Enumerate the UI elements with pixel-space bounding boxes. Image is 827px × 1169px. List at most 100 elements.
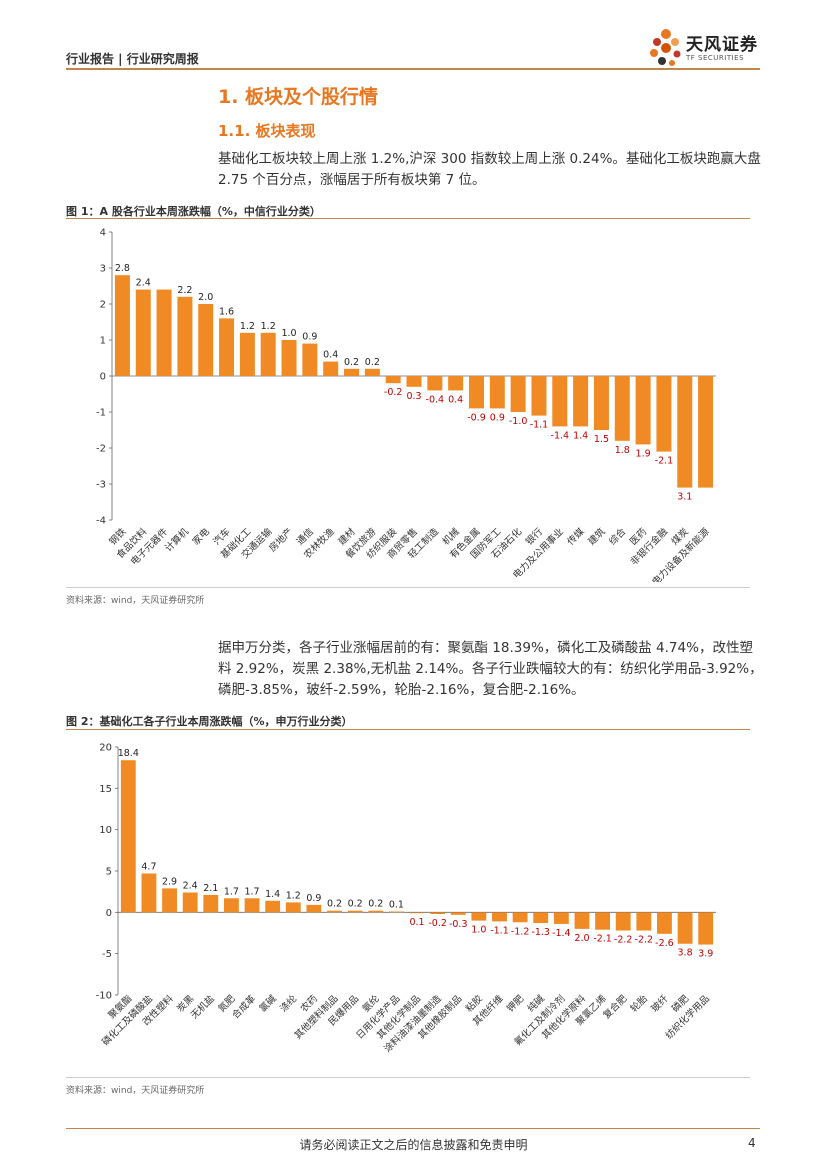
subsection-heading: 1.1. 板块表现 [218,122,316,140]
page-number: 4 [748,1136,756,1150]
fig2-x-tick-label: 氯碱 [257,992,279,1014]
fig1-y-tick-label: -3 [96,480,106,491]
fig1-bar [156,289,172,376]
fig2-data-label: -1.2 [511,926,530,937]
fig2-x-tick-label: 轮胎 [628,992,650,1014]
fig1-bar [323,361,339,376]
fig2-data-label: 4.7 [141,861,156,872]
fig2-bar [657,912,672,934]
fig1-data-label: 0.4 [448,394,463,405]
footer-divider [66,1128,760,1129]
footer-disclaimer: 请务必阅读正文之后的信息披露和免责申明 [299,1138,528,1152]
fig2-data-label: -1.4 [552,928,571,939]
fig1-data-label: 0.2 [344,357,359,368]
fig2-x-tick-label: 涤纶 [277,992,299,1014]
fig1-bar [427,376,443,391]
fig1-bar [468,376,484,409]
fig1-y-tick-label: 1 [100,336,106,347]
fig2-bar [492,912,507,922]
fig2-x-tick-label: 钾肥 [504,992,526,1014]
fig2-data-label: 2.1 [203,883,218,894]
figure-1-bar-chart: -4-3-2-1012342.8钢铁2.4食品饮料电子元器件2.2计算机2.0家… [96,228,716,582]
fig1-bar [614,376,630,441]
fig1-bar [552,376,568,427]
fig1-x-tick-label: 综合 [606,525,628,547]
logo-text-cn: 天风证券 [686,35,758,55]
fig2-x-tick-label: 玻纤 [649,992,671,1014]
fig1-data-label: 1.9 [636,448,651,459]
fig1-data-label: -1.0 [509,416,528,427]
fig1-bar [489,376,505,409]
fig1-y-tick-label: 2 [100,300,106,311]
fig1-data-label: 1.8 [615,445,630,456]
fig2-bar [306,904,322,913]
fig1-data-label: 0.2 [365,357,380,368]
fig1-bar [364,368,380,376]
fig1-data-label: 1.0 [281,328,296,339]
fig2-data-label: -0.3 [449,919,468,930]
fig2-data-label: -1.1 [490,925,509,936]
fig2-data-label: 0.2 [327,899,342,910]
figure-2-title: 图 2：基础化工各子行业本周涨跌幅（%，申万行业分类） [66,715,353,728]
fig2-y-tick-label: 15 [99,784,112,795]
fig1-bar [635,376,651,445]
fig1-bar [260,332,276,376]
fig2-bar [347,910,363,913]
fig2-data-label: 0.2 [368,899,383,910]
fig1-bar [219,318,235,376]
fig2-bar [327,910,342,913]
fig1-x-tick-label: 传媒 [565,525,587,547]
fig1-bar [593,376,609,430]
fig2-data-label: -2.1 [593,934,612,945]
fig1-y-tick-label: -2 [96,444,106,455]
fig2-data-label: 1.7 [244,886,259,897]
paragraph-sub-industry: 据申万分类，各子行业涨幅居前的有：聚氨酯 18.39%，磷化工及磷酸盐 4.74… [218,640,763,698]
fig1-bar [302,343,318,376]
fig2-bar [512,912,528,923]
fig1-bar [698,376,714,488]
fig2-data-label: -2.6 [655,938,674,949]
fig2-bar [533,912,549,924]
fig1-data-label: 2.8 [115,263,130,274]
header-divider [66,68,760,70]
fig1-x-tick-label: 建筑 [586,525,608,547]
fig1-data-label: 1.2 [240,321,255,332]
fig1-bar [198,304,214,376]
fig1-y-tick-label: 3 [100,264,106,275]
fig2-data-label: -2.2 [614,935,633,946]
fig1-x-tick-label: 计算机 [162,525,191,554]
fig2-y-tick-label: -5 [102,949,112,960]
fig2-data-label: 0.2 [348,899,363,910]
fig1-data-label: 2.4 [136,278,151,289]
fig1-bar [281,340,297,376]
figure-2-bottom-rule [66,1077,750,1078]
fig1-bar [406,376,422,387]
fig2-data-label: 0.1 [409,917,424,928]
fig2-bar [265,900,281,913]
fig1-y-tick-label: 4 [100,228,106,239]
fig1-data-label: 0.3 [406,391,421,402]
fig2-bar [595,912,611,930]
paragraph-sector-performance: 基础化工板块较上周上涨 1.2%,沪深 300 指数较上周上涨 0.24%。基础… [218,151,761,188]
fig2-data-label: 1.2 [286,890,301,901]
fig2-bar [636,912,652,931]
fig1-y-tick-label: -4 [96,516,106,527]
figure-2-source: 资料来源：wind，天风证券研究所 [66,1086,205,1096]
fig1-x-tick-label: 家电 [190,525,212,547]
fig1-data-label: 0.9 [302,332,317,343]
fig2-bar [182,892,198,913]
logo-text-en: TF SECURITIES [686,54,745,62]
company-logo: 天风证券 TF SECURITIES [648,26,768,70]
fig1-bar [510,376,526,412]
fig2-data-label: 18.4 [118,748,139,759]
figure-1-top-rule [66,218,750,219]
fig2-data-label: 1.4 [265,889,280,900]
fig1-y-tick-label: -1 [96,408,106,419]
fig2-data-label: 0.9 [306,893,321,904]
fig2-data-label: 2.0 [574,933,589,944]
fig2-bar [450,912,466,915]
fig1-data-label: -0.2 [384,387,403,398]
fig1-data-label: 2.0 [198,292,213,303]
fig1-bar [448,376,464,391]
fig1-bar [677,376,693,488]
